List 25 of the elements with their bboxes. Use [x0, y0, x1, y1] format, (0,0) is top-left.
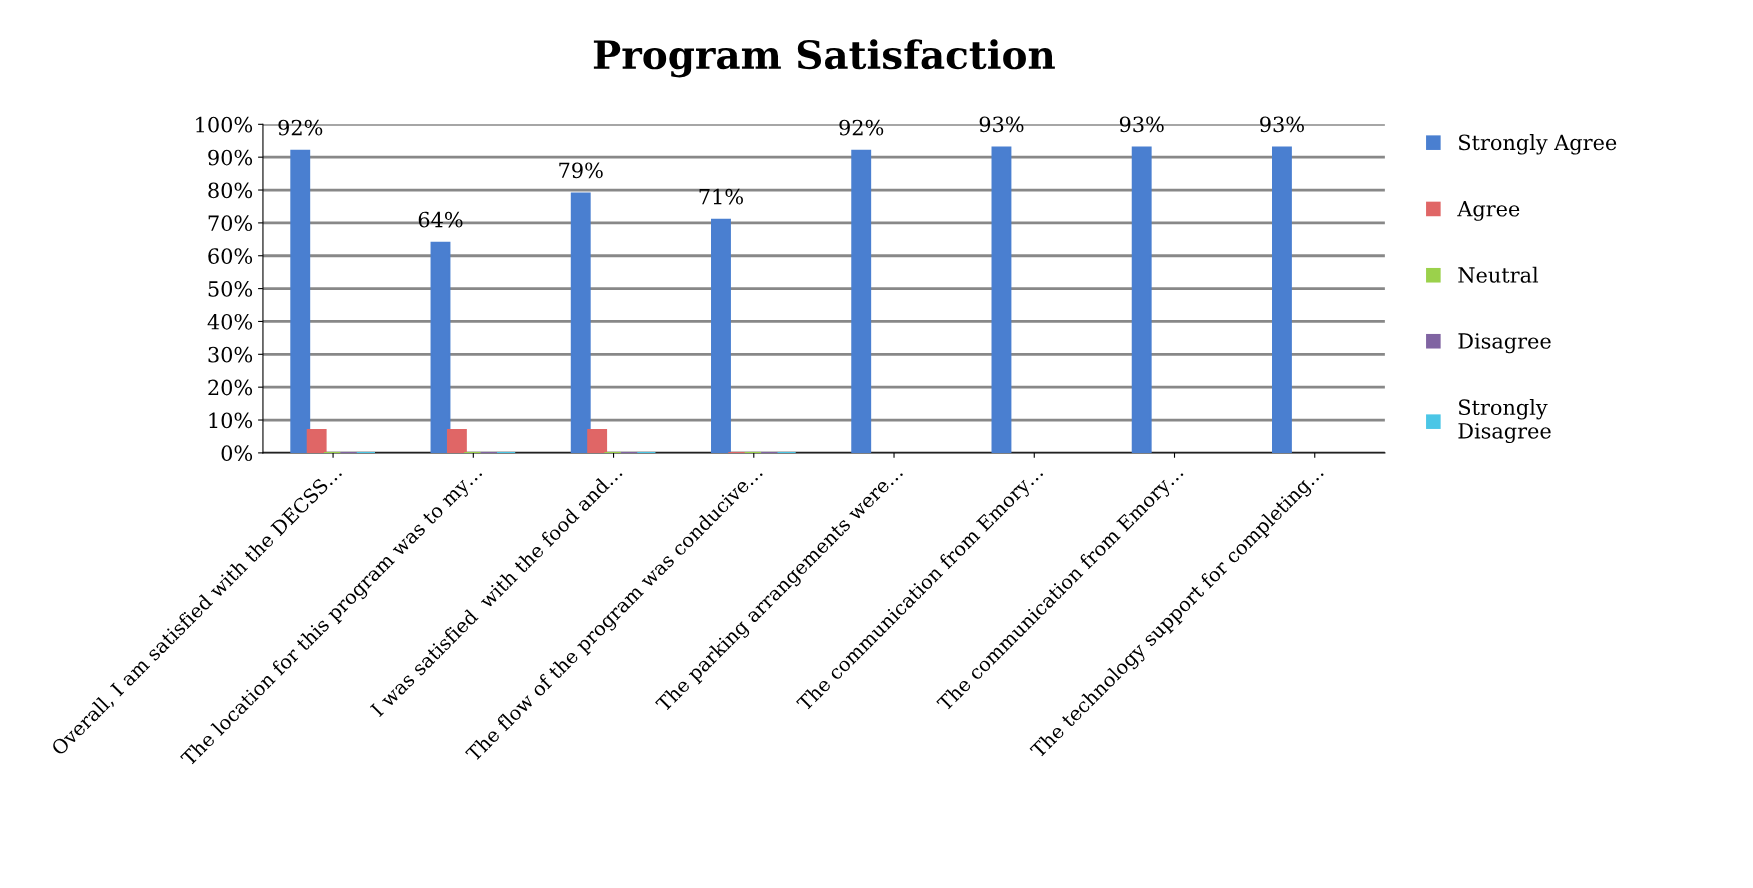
y-tick-label: 0%	[221, 445, 253, 462]
data-label: 71%	[699, 188, 743, 205]
data-label: 92%	[839, 119, 884, 136]
y-tick-label: 20%	[208, 379, 253, 396]
data-label: 93%	[979, 116, 1024, 133]
data-label: 93%	[1260, 116, 1304, 133]
y-tick-label: 90%	[208, 149, 253, 166]
data-label: 92%	[278, 119, 323, 136]
data-label: 93%	[1119, 116, 1164, 133]
y-tick-label: 70%	[208, 215, 253, 232]
legend-label: Agree	[1457, 201, 1520, 221]
legend-label: Neutral	[1458, 266, 1539, 283]
y-tick-label: 10%	[209, 412, 253, 429]
data-label: 79%	[559, 162, 603, 179]
y-tick-label: 40%	[207, 313, 253, 330]
chart-title: Program Satisfaction	[593, 39, 1055, 78]
legend-label: Strongly Agree	[1459, 134, 1617, 155]
y-tick-label: 100%	[196, 116, 253, 133]
y-tick-label: 60%	[208, 248, 253, 264]
data-label: 64%	[418, 211, 463, 228]
y-tick-label: 50%	[208, 281, 253, 297]
y-tick-label: 80%	[208, 182, 253, 199]
y-tick-label: 30%	[208, 346, 253, 363]
legend-label: Strongly Disagree	[1458, 398, 1551, 444]
legend-label: Disagree	[1458, 333, 1551, 354]
